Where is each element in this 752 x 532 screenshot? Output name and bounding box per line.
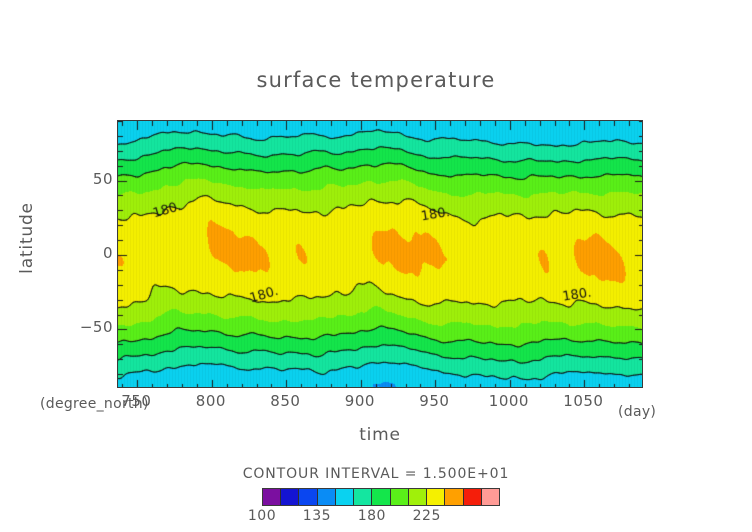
colorbar-swatch-3 — [317, 489, 336, 505]
colorbar-swatch-5 — [354, 489, 373, 505]
x-tick-label: 900 — [344, 392, 375, 410]
x-tick-label: 750 — [121, 392, 152, 410]
y-axis-ticks: 50 0 −50 — [57, 120, 113, 388]
colorbar-tick-label: 180 — [357, 508, 386, 524]
page-title: surface temperature — [256, 68, 496, 92]
colorbar-tick-label: 135 — [302, 508, 332, 524]
colorbar-tick-label: 100 — [247, 508, 277, 524]
x-axis-ticks: 750 800 850 900 950 1000 1050 — [117, 392, 643, 414]
colorbar-swatch-4 — [335, 489, 355, 505]
colorbar — [262, 488, 500, 506]
colorbar-caption: CONTOUR INTERVAL = 1.500E+01 — [242, 466, 510, 482]
x-tick-label: 850 — [270, 392, 301, 410]
x-tick-label: 1050 — [563, 392, 604, 410]
colorbar-swatch-6 — [372, 489, 391, 505]
x-tick-label: 950 — [419, 392, 450, 410]
colorbar-swatch-9 — [427, 489, 446, 505]
colorbar-tick-label: 225 — [412, 508, 441, 524]
colorbar-swatch-1 — [281, 489, 300, 505]
x-tick-label: 1000 — [488, 392, 529, 410]
y-axis-unit: (degree_north) — [40, 396, 149, 412]
colorbar-swatch-0 — [263, 489, 282, 505]
colorbar-swatch-7 — [390, 489, 409, 505]
x-tick-label: 800 — [195, 392, 226, 410]
y-tick-label: 0 — [102, 244, 113, 262]
colorbar-swatch-12 — [481, 489, 500, 505]
x-axis-unit: (day) — [618, 404, 657, 420]
y-tick-label: 50 — [92, 169, 113, 188]
colorbar-swatch-11 — [463, 489, 482, 505]
contour-field — [118, 121, 642, 387]
x-axis-label: time — [359, 425, 401, 445]
colorbar-swatch-10 — [445, 489, 464, 505]
y-tick-label: −50 — [79, 318, 113, 337]
contour-plot-area — [117, 120, 643, 388]
y-axis-label: latitude — [17, 202, 37, 274]
colorbar-swatch-2 — [299, 489, 318, 505]
colorbar-ticks: 100 135 180 225 — [248, 508, 500, 528]
colorbar-swatch-8 — [408, 489, 428, 505]
